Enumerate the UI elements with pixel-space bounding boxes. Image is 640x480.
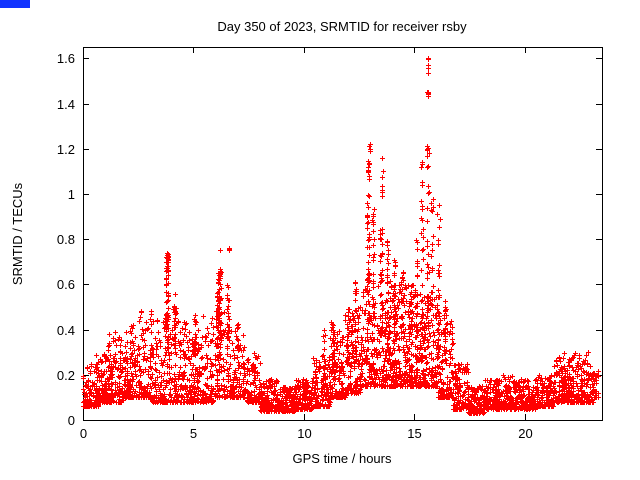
y-tick-label: 0.2 <box>57 368 75 383</box>
x-tick-label: 10 <box>297 426 311 441</box>
data-points <box>81 56 601 416</box>
x-tick-label: 5 <box>190 426 197 441</box>
y-tick-label: 1.4 <box>57 97 75 112</box>
y-tick-label: 1 <box>68 187 75 202</box>
y-tick-label: 0.8 <box>57 232 75 247</box>
y-tick-label: 1.6 <box>57 51 75 66</box>
y-tick-label: 0 <box>68 413 75 428</box>
scatter-points-path <box>81 56 601 416</box>
screen-artifact-blue-bar <box>0 0 30 8</box>
y-tick-label: 1.2 <box>57 142 75 157</box>
plot-border <box>83 47 603 421</box>
y-axis-label: SRMTID / TECUs <box>10 182 25 285</box>
axes: 0 5 10 15 20 0 0.2 0.4 0.6 0.8 1 1.2 1.4 1.6 <box>57 47 603 441</box>
x-tick-label: 0 <box>80 426 87 441</box>
x-tick-label: 15 <box>407 426 421 441</box>
x-axis-label: GPS time / hours <box>293 451 392 466</box>
x-tick-label: 20 <box>518 426 532 441</box>
chart-title: Day 350 of 2023, SRMTID for receiver rsb… <box>217 19 467 34</box>
y-tick-label: 0.4 <box>57 323 75 338</box>
y-tick-label: 0.6 <box>57 277 75 292</box>
